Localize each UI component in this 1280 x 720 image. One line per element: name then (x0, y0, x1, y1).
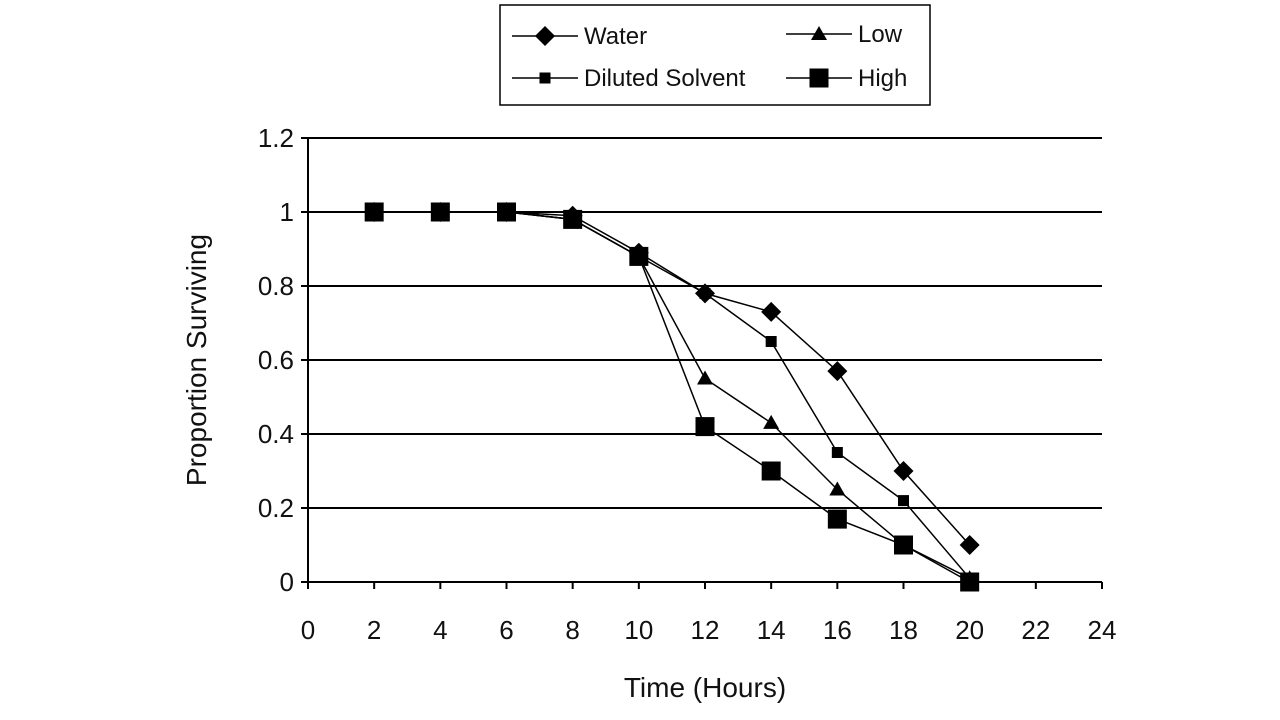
x-tick-label: 18 (889, 615, 918, 645)
data-point-high (960, 572, 980, 592)
legend-items: Water Low Diluted Solvent High (512, 21, 907, 92)
data-point-low (697, 370, 713, 385)
data-point-high (827, 509, 847, 529)
series-line-water (374, 211, 971, 546)
y-axis-title: Proportion Surviving (181, 234, 212, 486)
y-tick-label: 0.6 (258, 345, 294, 375)
legend-marker-diluted-solvent (539, 72, 551, 84)
x-tick-label: 24 (1088, 615, 1117, 645)
data-point-high (497, 202, 516, 222)
series-markers (364, 202, 980, 592)
x-tick-label: 14 (757, 615, 786, 645)
data-point-diluted-solvent (699, 287, 711, 299)
data-point-water (827, 361, 848, 382)
x-tick-label: 16 (823, 615, 852, 645)
data-point-high (563, 209, 583, 229)
x-tick-label: 4 (433, 615, 447, 645)
data-point-high (761, 461, 781, 481)
legend-marker-low (811, 26, 827, 40)
data-point-diluted-solvent (831, 447, 843, 458)
legend-label-water: Water (584, 23, 647, 50)
y-tick-label: 0.2 (258, 493, 294, 523)
x-tick-label: 10 (624, 615, 653, 645)
data-point-high (695, 417, 715, 437)
data-point-water (959, 535, 980, 555)
y-tick-label: 0.4 (258, 419, 294, 449)
y-tick-labels: 0 0.2 0.4 0.6 0.8 1 1.2 (258, 123, 294, 597)
y-tick-label: 0 (280, 567, 294, 597)
series-lines (374, 211, 971, 583)
data-point-low (829, 481, 846, 496)
data-point-high (894, 535, 913, 555)
x-tick-label: 20 (955, 615, 984, 645)
data-point-high (430, 202, 450, 222)
grid-lines (308, 137, 1102, 509)
legend: Water Low Diluted Solvent High (499, 4, 931, 106)
x-tick-label: 2 (367, 615, 381, 645)
data-point-low (763, 414, 780, 429)
series-line-diluted-solvent (374, 211, 971, 579)
data-point-water (893, 461, 914, 481)
x-axis-title: Time (Hours) (624, 672, 786, 703)
legend-marker-high (809, 68, 829, 88)
x-tick-label: 8 (565, 615, 579, 645)
data-point-diluted-solvent (765, 336, 777, 347)
data-point-diluted-solvent (898, 495, 909, 507)
series-line-high (374, 211, 971, 583)
x-tick-label: 22 (1021, 615, 1050, 645)
legend-label-high: High (858, 65, 907, 92)
x-tick-label: 0 (301, 615, 315, 645)
y-tick-label: 0.8 (258, 271, 294, 301)
data-point-high (629, 246, 649, 266)
axes (301, 137, 1103, 589)
x-tick-labels: 0 2 4 6 8 10 12 14 16 18 20 22 24 (301, 615, 1117, 645)
data-point-water (761, 301, 782, 322)
y-tick-label: 1 (280, 197, 294, 227)
x-tick-label: 12 (691, 615, 720, 645)
data-point-high (364, 202, 384, 222)
y-tick-label: 1.2 (258, 123, 294, 153)
x-tick-label: 6 (499, 615, 513, 645)
legend-marker-water (535, 26, 555, 46)
legend-box (499, 4, 931, 106)
series-line-low (374, 211, 971, 579)
legend-label-low: Low (858, 21, 903, 48)
legend-label-diluted-solvent: Diluted Solvent (584, 65, 746, 92)
